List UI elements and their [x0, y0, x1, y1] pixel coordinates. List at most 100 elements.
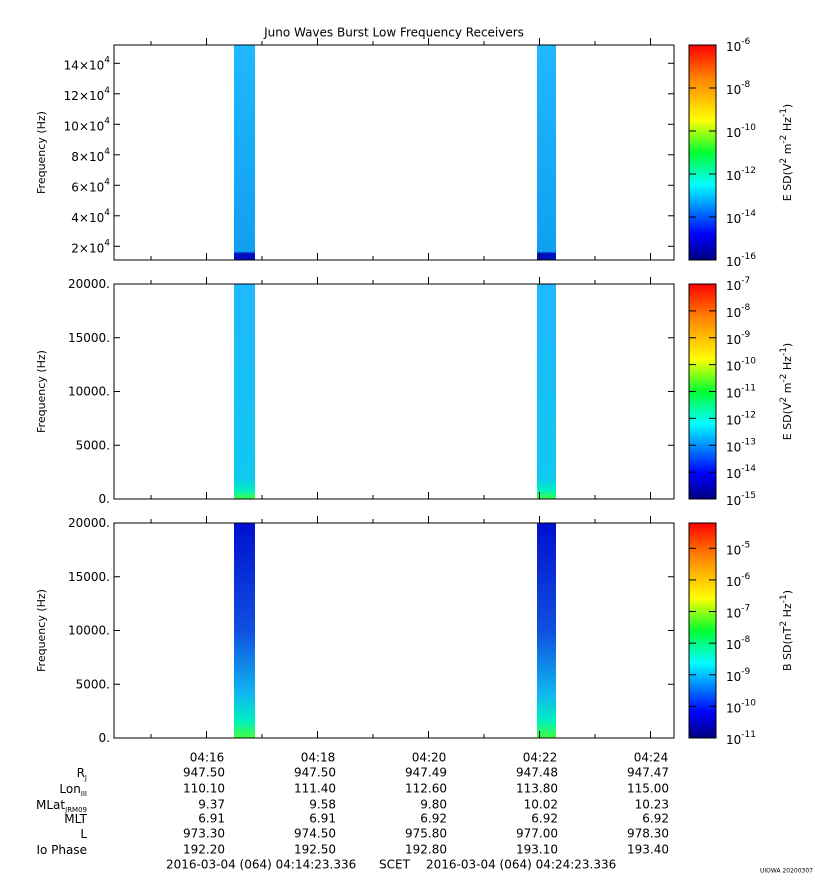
- z-tick-label-exp: -6: [741, 571, 750, 581]
- z-tick-label-base: 10: [726, 638, 741, 652]
- x-tick-label: 04:24: [634, 751, 669, 765]
- z-tick-label: 10-8: [726, 302, 751, 319]
- ephemeris-value: 193.10: [516, 843, 558, 857]
- y-tick-label-base: 0.: [99, 492, 110, 506]
- y-tick-label-base: 20000.: [68, 277, 110, 291]
- y-tick-label-exp: 4: [104, 85, 110, 95]
- colorbar-label: B SD(nT2 Hz-1): [779, 590, 795, 671]
- y-tick-label: 5000.: [76, 677, 110, 691]
- burst: [234, 284, 255, 499]
- y-axis-label: Frequency (Hz): [35, 589, 48, 672]
- y-tick-label: 0.: [99, 731, 110, 745]
- ephemeris-value: 9.37: [198, 798, 225, 812]
- y-tick-label: 10×104: [64, 116, 111, 133]
- y-tick-label: 5000.: [76, 438, 110, 452]
- z-tick-label-exp: -9: [741, 329, 750, 339]
- ephemeris-label-text: MLat: [36, 798, 65, 812]
- colorbar-label-sup: 2: [779, 397, 789, 403]
- z-tick-label-base: 10: [726, 669, 741, 683]
- z-tick-label: 10-9: [726, 329, 751, 346]
- z-tick-label-base: 10: [726, 386, 741, 400]
- y-tick-label-exp: 4: [104, 177, 110, 187]
- ephemeris-value: 6.91: [309, 812, 336, 826]
- colorbar-label-text: B SD(nT: [781, 626, 794, 671]
- ephemeris-label-sub: J: [84, 774, 87, 782]
- colorbar-label-text: E SD(V: [781, 402, 794, 440]
- z-tick-label-base: 10: [726, 40, 741, 54]
- y-tick-label: 6×104: [71, 177, 110, 194]
- z-tick-label-exp: -16: [741, 252, 756, 262]
- ephemeris-value: 975.80: [405, 827, 447, 841]
- ephemeris-label: MLatJRM09: [36, 798, 87, 815]
- y-tick-label: 10000.: [68, 623, 110, 637]
- y-tick-label-exp: 4: [104, 55, 110, 65]
- z-tick-label: 10-12: [726, 410, 756, 427]
- z-tick-label-exp: -13: [741, 437, 756, 447]
- ephemeris-label-text: R: [77, 766, 85, 780]
- y-axis-label: Frequency (Hz): [35, 350, 48, 433]
- ephemeris-value: 10.23: [635, 798, 669, 812]
- plot-frame: [113, 283, 675, 500]
- z-tick-label-base: 10: [726, 413, 741, 427]
- x-tick-label: 04:22: [523, 751, 558, 765]
- colorbar-label-sup: -2: [779, 374, 789, 383]
- z-tick-label: 10-14: [726, 209, 756, 226]
- y-axis-label: Frequency (Hz): [35, 111, 48, 194]
- colorbar-label: E SD(V2 m-2 Hz-1): [779, 343, 795, 440]
- y-tick-label: 4×104: [71, 207, 110, 224]
- z-tick-label: 10-11: [726, 383, 756, 400]
- footer-end: 2016-03-04 (064) 04:24:23.336: [426, 858, 616, 872]
- footer-start: 2016-03-04 (064) 04:14:23.336: [166, 858, 356, 872]
- ephemeris-label-text: MLT: [64, 812, 87, 826]
- y-tick-label-exp: 4: [104, 146, 110, 156]
- ephemeris-value: 192.20: [183, 843, 225, 857]
- colorbar-label: E SD(V2 m-2 Hz-1): [779, 104, 795, 201]
- ephemeris-label: MLT: [64, 812, 87, 826]
- y-tick-label-base: 15000.: [68, 330, 110, 344]
- z-tick-label: 10-15: [726, 491, 756, 508]
- z-tick-label: 10-9: [726, 666, 751, 683]
- ephemeris-value: 973.30: [183, 827, 225, 841]
- colorbar-label-sup: 2: [779, 621, 789, 627]
- ephemeris-value: 6.92: [642, 812, 669, 826]
- colorbar-label-sup: 2: [779, 158, 789, 164]
- z-tick-label: 10-8: [726, 635, 751, 652]
- z-tick-label-exp: -10: [741, 698, 756, 708]
- z-tick-label-base: 10: [726, 305, 741, 319]
- z-tick-label-exp: -10: [741, 356, 756, 366]
- ephemeris-value: 10.02: [524, 798, 558, 812]
- ephemeris-value: 977.00: [516, 827, 558, 841]
- z-tick-label: 10-13: [726, 437, 756, 454]
- y-tick-label: 12×104: [64, 85, 111, 102]
- y-tick-label-base: 12×10: [64, 88, 105, 102]
- z-tick-label: 10-10: [726, 698, 756, 715]
- ephemeris-label-sub: III: [81, 790, 87, 798]
- z-tick-label-exp: -15: [741, 491, 756, 501]
- y-tick-label-base: 5000.: [76, 677, 110, 691]
- z-tick-label-exp: -8: [741, 80, 750, 90]
- y-tick-label-base: 5000.: [76, 438, 110, 452]
- y-tick-label: 14×104: [64, 55, 111, 72]
- ephemeris-value: 947.47: [627, 766, 669, 780]
- ephemeris-value: 192.50: [294, 843, 336, 857]
- ephemeris-label: LonIII: [59, 782, 87, 799]
- ephemeris-label: RJ: [77, 766, 87, 783]
- colorbar-label-text: m: [781, 383, 794, 397]
- z-tick-label-exp: -7: [741, 276, 750, 286]
- z-tick-label: 10-6: [726, 571, 751, 588]
- y-tick-label: 15000.: [68, 330, 110, 344]
- y-tick-label-base: 0.: [99, 731, 110, 745]
- ephemeris-value: 947.50: [294, 766, 336, 780]
- z-tick-label-base: 10: [726, 440, 741, 454]
- z-tick-label-base: 10: [726, 543, 741, 557]
- z-tick-label: 10-10: [726, 123, 756, 140]
- z-tick-label-exp: -12: [741, 166, 756, 176]
- burst: [234, 523, 255, 738]
- burst: [537, 45, 556, 260]
- ephemeris-value: 192.80: [405, 843, 447, 857]
- colorbar-label-text: m: [781, 144, 794, 158]
- y-tick-label: 0.: [99, 492, 110, 506]
- y-tick-label: 10000.: [68, 384, 110, 398]
- y-tick-label-base: 15000.: [68, 569, 110, 583]
- y-tick-label-base: 14×10: [64, 58, 105, 72]
